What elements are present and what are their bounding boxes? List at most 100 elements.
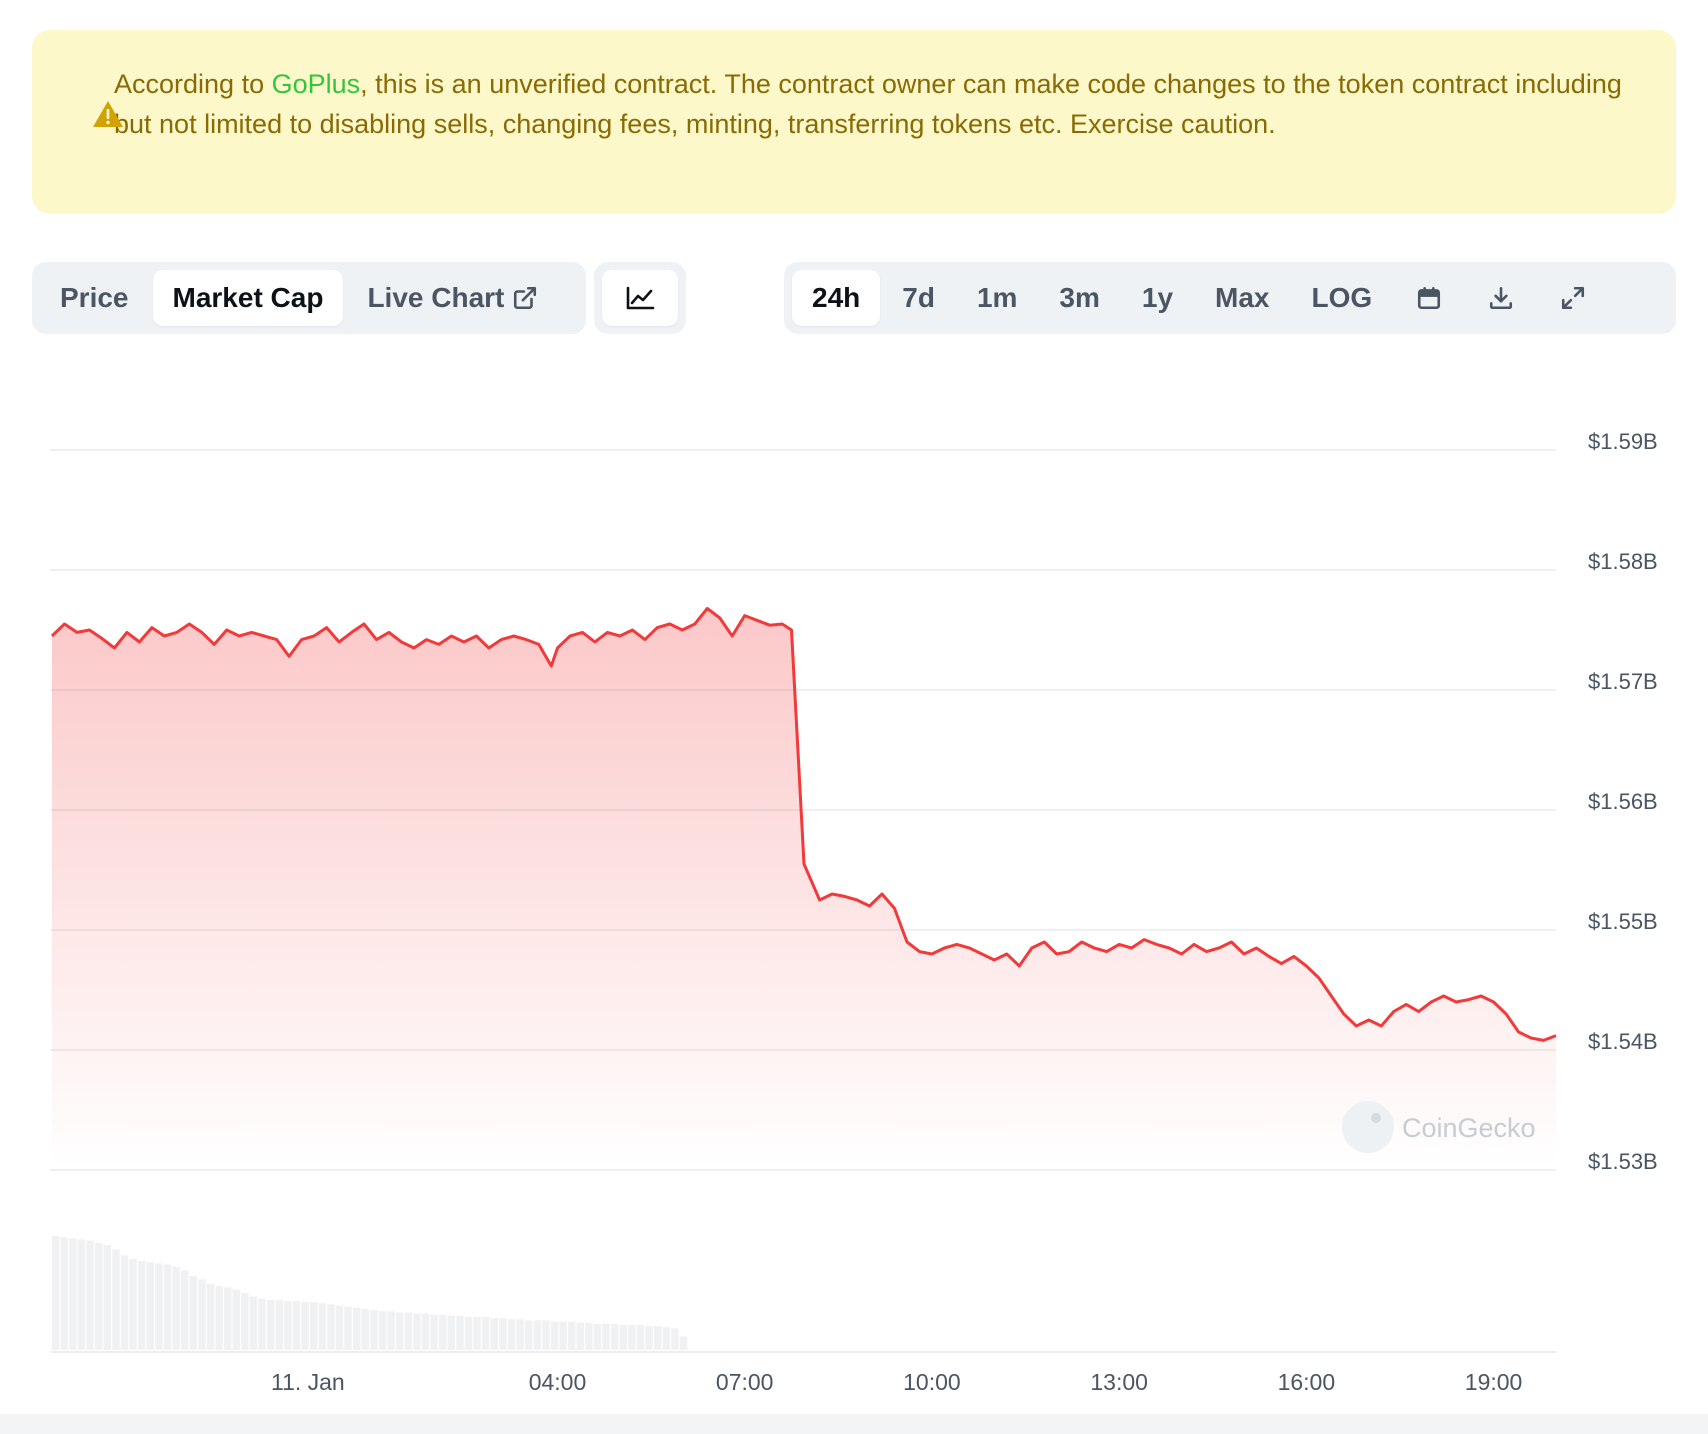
range-24h[interactable]: 24h xyxy=(792,270,881,326)
log-scale-label: LOG xyxy=(1311,282,1373,313)
volume-bar xyxy=(95,1242,103,1350)
volume-bar xyxy=(249,1296,258,1350)
volume-bar xyxy=(645,1326,653,1350)
x-axis: 11. Jan 04:00 07:00 10:00 13:00 16:00 19:00 xyxy=(271,1369,1522,1395)
volume-bar xyxy=(344,1306,352,1350)
goplus-link[interactable]: GoPlus xyxy=(271,69,361,99)
x-tick-label: 11. Jan xyxy=(271,1369,345,1395)
volume-bar xyxy=(103,1245,111,1350)
y-tick-label: $1.54B xyxy=(1588,1029,1658,1054)
calendar-icon xyxy=(1418,286,1441,310)
volume-bar xyxy=(568,1321,576,1350)
volume-bar xyxy=(490,1318,498,1350)
y-tick-label: $1.59B xyxy=(1588,429,1658,454)
range-3m-label: 3m xyxy=(1059,282,1100,313)
volume-bar xyxy=(172,1266,180,1350)
volume-bar xyxy=(215,1286,223,1350)
volume-bar xyxy=(542,1320,550,1350)
volume-bar xyxy=(224,1287,232,1350)
volume-bar xyxy=(421,1313,430,1350)
volume-bar xyxy=(69,1238,77,1350)
tab-market-cap-label: Market Cap xyxy=(172,282,324,313)
time-range-tabs: 24h 7d 1m 3m 1y Max LOG xyxy=(784,262,1676,334)
volume-bar xyxy=(516,1319,524,1350)
volume-bar xyxy=(181,1270,189,1350)
volume-bar xyxy=(327,1304,335,1350)
volume-bar xyxy=(284,1300,292,1350)
volume-bar xyxy=(292,1300,301,1350)
volume-bar xyxy=(77,1239,86,1350)
volume-bar xyxy=(654,1326,662,1350)
line-chart-button[interactable] xyxy=(602,270,678,326)
volume-bar xyxy=(52,1236,60,1350)
volume-bar xyxy=(396,1312,404,1350)
download-button[interactable] xyxy=(1466,270,1536,326)
y-tick-label: $1.58B xyxy=(1588,549,1658,574)
volume-bar xyxy=(310,1302,318,1350)
range-1y[interactable]: 1y xyxy=(1122,270,1193,326)
volume-bar xyxy=(482,1316,490,1350)
volume-bar xyxy=(611,1323,619,1350)
volume-bar xyxy=(430,1314,438,1350)
line-chart-icon xyxy=(626,286,655,310)
volume-bar xyxy=(404,1312,412,1350)
volume-bar xyxy=(671,1328,679,1350)
fullscreen-icon xyxy=(1562,286,1585,310)
volume-bar xyxy=(120,1255,129,1350)
volume-bar xyxy=(370,1310,378,1350)
x-tick-label: 16:00 xyxy=(1278,1369,1336,1395)
range-7d[interactable]: 7d xyxy=(882,270,955,326)
volume-bar xyxy=(275,1299,283,1350)
volume-bar xyxy=(619,1324,627,1350)
volume-bar xyxy=(86,1240,94,1350)
y-tick-label: $1.53B xyxy=(1588,1149,1658,1174)
market-cap-line xyxy=(50,606,1557,1042)
download-icon xyxy=(1490,286,1513,310)
tab-market-cap[interactable]: Market Cap xyxy=(152,270,344,326)
volume-bar xyxy=(499,1318,507,1350)
volume-bar xyxy=(206,1283,215,1350)
volume-bar xyxy=(559,1321,567,1350)
external-link-icon xyxy=(514,286,537,310)
x-tick-label: 13:00 xyxy=(1090,1369,1148,1395)
volume-bar xyxy=(146,1262,154,1350)
volume-bar xyxy=(602,1323,610,1350)
volume-bar xyxy=(378,1311,387,1350)
range-max[interactable]: Max xyxy=(1195,270,1289,326)
volume-bar xyxy=(112,1249,120,1350)
volume-bar xyxy=(60,1237,68,1350)
range-7d-label: 7d xyxy=(902,282,935,313)
volume-bar xyxy=(447,1315,455,1350)
tab-live-chart-label: Live Chart xyxy=(367,282,505,313)
volume-bar xyxy=(318,1303,326,1350)
volume-bar xyxy=(679,1336,688,1350)
tab-price[interactable]: Price xyxy=(40,270,149,326)
range-1m[interactable]: 1m xyxy=(957,270,1037,326)
range-max-label: Max xyxy=(1215,282,1270,313)
view-tabs: Price Market Cap Live Chart xyxy=(32,262,586,334)
volume-bar xyxy=(353,1307,361,1350)
x-tick-label: 10:00 xyxy=(903,1369,961,1395)
volume-bar xyxy=(533,1320,541,1350)
y-tick-label: $1.55B xyxy=(1588,909,1658,934)
watermark-text: CoinGecko xyxy=(1402,1113,1536,1143)
date-range-button[interactable] xyxy=(1394,270,1464,326)
range-3m[interactable]: 3m xyxy=(1039,270,1119,326)
volume-bar xyxy=(335,1305,344,1350)
volume-bar xyxy=(662,1327,670,1350)
range-1y-label: 1y xyxy=(1141,282,1174,313)
volume-bar xyxy=(241,1293,249,1350)
x-tick-label: 19:00 xyxy=(1465,1369,1523,1395)
tab-price-label: Price xyxy=(60,282,129,313)
warning-triangle-icon xyxy=(93,101,123,127)
volume-bar xyxy=(413,1313,421,1350)
tab-live-chart[interactable]: Live Chart xyxy=(347,270,558,326)
volume-bar xyxy=(576,1322,584,1350)
volume-bar xyxy=(129,1258,137,1350)
volume-bar xyxy=(456,1315,464,1350)
warning-text-prefix: According to xyxy=(114,69,272,99)
fullscreen-button[interactable] xyxy=(1538,270,1608,326)
volume-bar xyxy=(301,1302,309,1350)
volume-bars xyxy=(52,1236,688,1350)
log-scale-toggle[interactable]: LOG xyxy=(1292,270,1393,326)
